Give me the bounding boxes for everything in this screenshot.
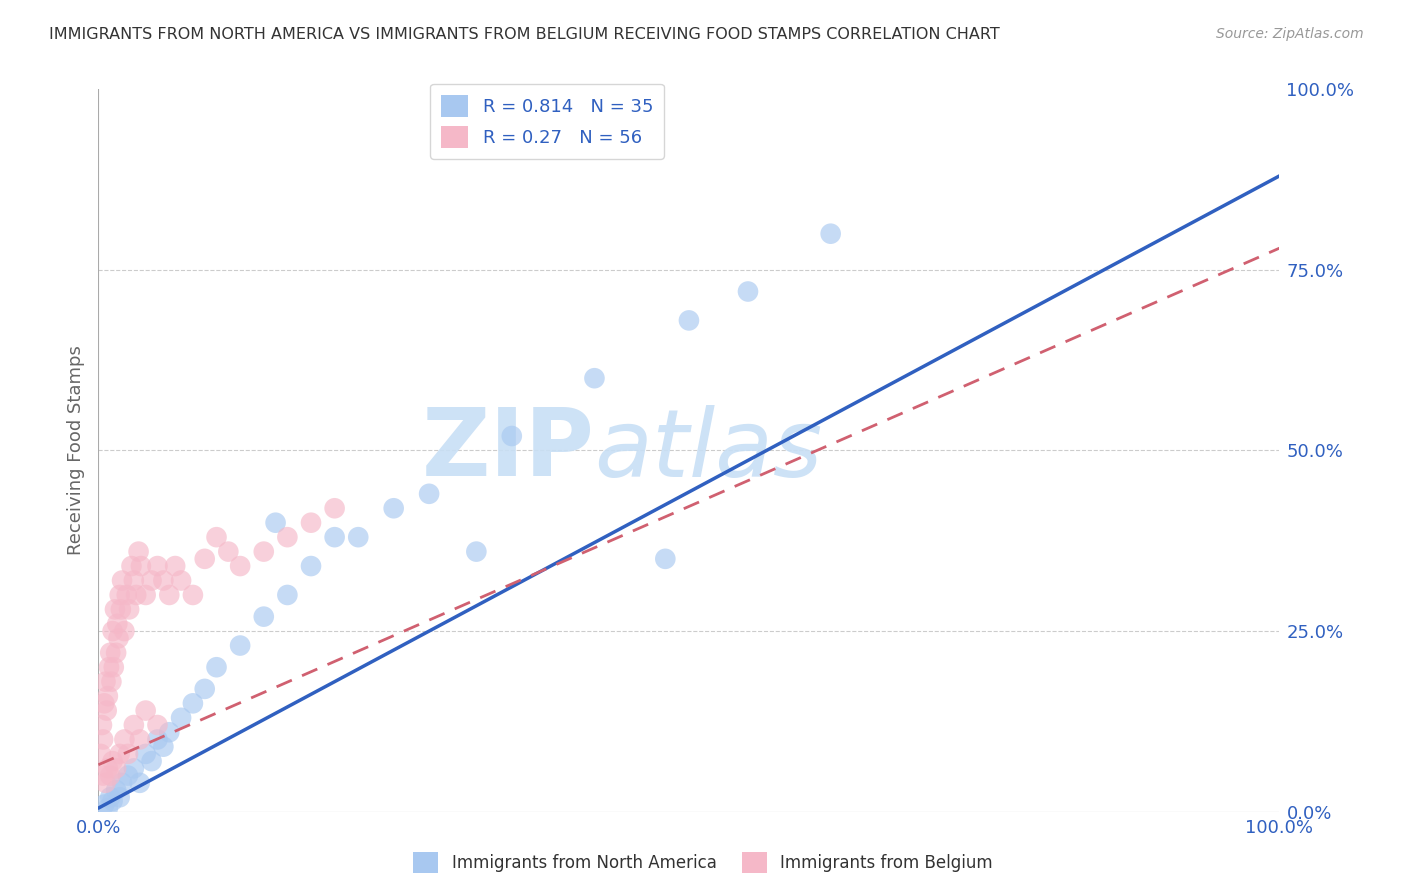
Text: atlas: atlas — [595, 405, 823, 496]
Legend: R = 0.814   N = 35, R = 0.27   N = 56: R = 0.814 N = 35, R = 0.27 N = 56 — [430, 84, 664, 159]
Text: Source: ZipAtlas.com: Source: ZipAtlas.com — [1216, 27, 1364, 41]
Point — [128, 544, 150, 558]
Point — [91, 732, 114, 747]
Point — [121, 559, 143, 574]
Point — [205, 530, 228, 544]
Point — [108, 588, 131, 602]
Point — [97, 801, 120, 815]
Point — [118, 602, 141, 616]
Point — [98, 769, 121, 783]
Point — [382, 501, 405, 516]
Point — [135, 747, 157, 761]
Point — [98, 646, 121, 660]
Point — [103, 660, 125, 674]
Point — [205, 660, 228, 674]
Point — [100, 674, 122, 689]
Point — [105, 616, 128, 631]
Point — [110, 602, 132, 616]
Point — [122, 761, 145, 775]
Point — [111, 776, 134, 790]
Point — [146, 718, 169, 732]
Point — [141, 574, 163, 588]
Point — [125, 588, 148, 602]
Point — [97, 761, 120, 775]
Point — [101, 624, 124, 639]
Point — [323, 530, 346, 544]
Point — [105, 646, 128, 660]
Point — [101, 754, 124, 768]
Point — [93, 696, 115, 710]
Point — [93, 797, 115, 812]
Point — [264, 516, 287, 530]
Point — [111, 574, 134, 588]
Legend: Immigrants from North America, Immigrants from Belgium: Immigrants from North America, Immigrant… — [406, 846, 1000, 880]
Point — [112, 624, 135, 639]
Point — [152, 739, 174, 754]
Point — [117, 747, 139, 761]
Point — [91, 769, 114, 783]
Point — [276, 530, 298, 544]
Point — [128, 732, 150, 747]
Point — [181, 588, 204, 602]
Point — [141, 754, 163, 768]
Point — [465, 544, 488, 558]
Point — [90, 747, 112, 761]
Point — [276, 588, 298, 602]
Point — [170, 574, 193, 588]
Point — [217, 544, 239, 558]
Point — [97, 689, 120, 703]
Point — [157, 725, 180, 739]
Point — [170, 711, 193, 725]
Point — [104, 602, 127, 616]
Point — [91, 718, 114, 732]
Point — [117, 769, 139, 783]
Point — [194, 681, 217, 696]
Point — [229, 559, 252, 574]
Point — [94, 674, 117, 689]
Point — [107, 632, 129, 646]
Point — [229, 639, 252, 653]
Point — [253, 609, 276, 624]
Point — [108, 747, 131, 761]
Point — [165, 559, 187, 574]
Point — [347, 530, 370, 544]
Point — [135, 588, 157, 602]
Point — [501, 429, 523, 443]
Point — [146, 732, 169, 747]
Point — [98, 790, 121, 805]
Point — [135, 704, 157, 718]
Point — [323, 501, 346, 516]
Point — [299, 516, 322, 530]
Point — [96, 704, 118, 718]
Point — [129, 559, 152, 574]
Point — [583, 371, 606, 385]
Y-axis label: Receiving Food Stamps: Receiving Food Stamps — [66, 345, 84, 556]
Point — [105, 783, 128, 797]
Text: IMMIGRANTS FROM NORTH AMERICA VS IMMIGRANTS FROM BELGIUM RECEIVING FOOD STAMPS C: IMMIGRANTS FROM NORTH AMERICA VS IMMIGRA… — [49, 27, 1000, 42]
Point — [105, 761, 128, 775]
Point — [820, 227, 842, 241]
Point — [94, 776, 117, 790]
Point — [418, 487, 440, 501]
Point — [157, 588, 180, 602]
Point — [122, 718, 145, 732]
Point — [122, 574, 145, 588]
Point — [146, 559, 169, 574]
Point — [128, 776, 150, 790]
Point — [108, 790, 131, 805]
Point — [253, 544, 276, 558]
Point — [654, 551, 676, 566]
Point — [115, 588, 138, 602]
Point — [112, 732, 135, 747]
Point — [737, 285, 759, 299]
Point — [152, 574, 174, 588]
Point — [678, 313, 700, 327]
Point — [98, 660, 121, 674]
Text: ZIP: ZIP — [422, 404, 595, 497]
Point — [101, 794, 124, 808]
Point — [299, 559, 322, 574]
Point — [194, 551, 217, 566]
Point — [181, 696, 204, 710]
